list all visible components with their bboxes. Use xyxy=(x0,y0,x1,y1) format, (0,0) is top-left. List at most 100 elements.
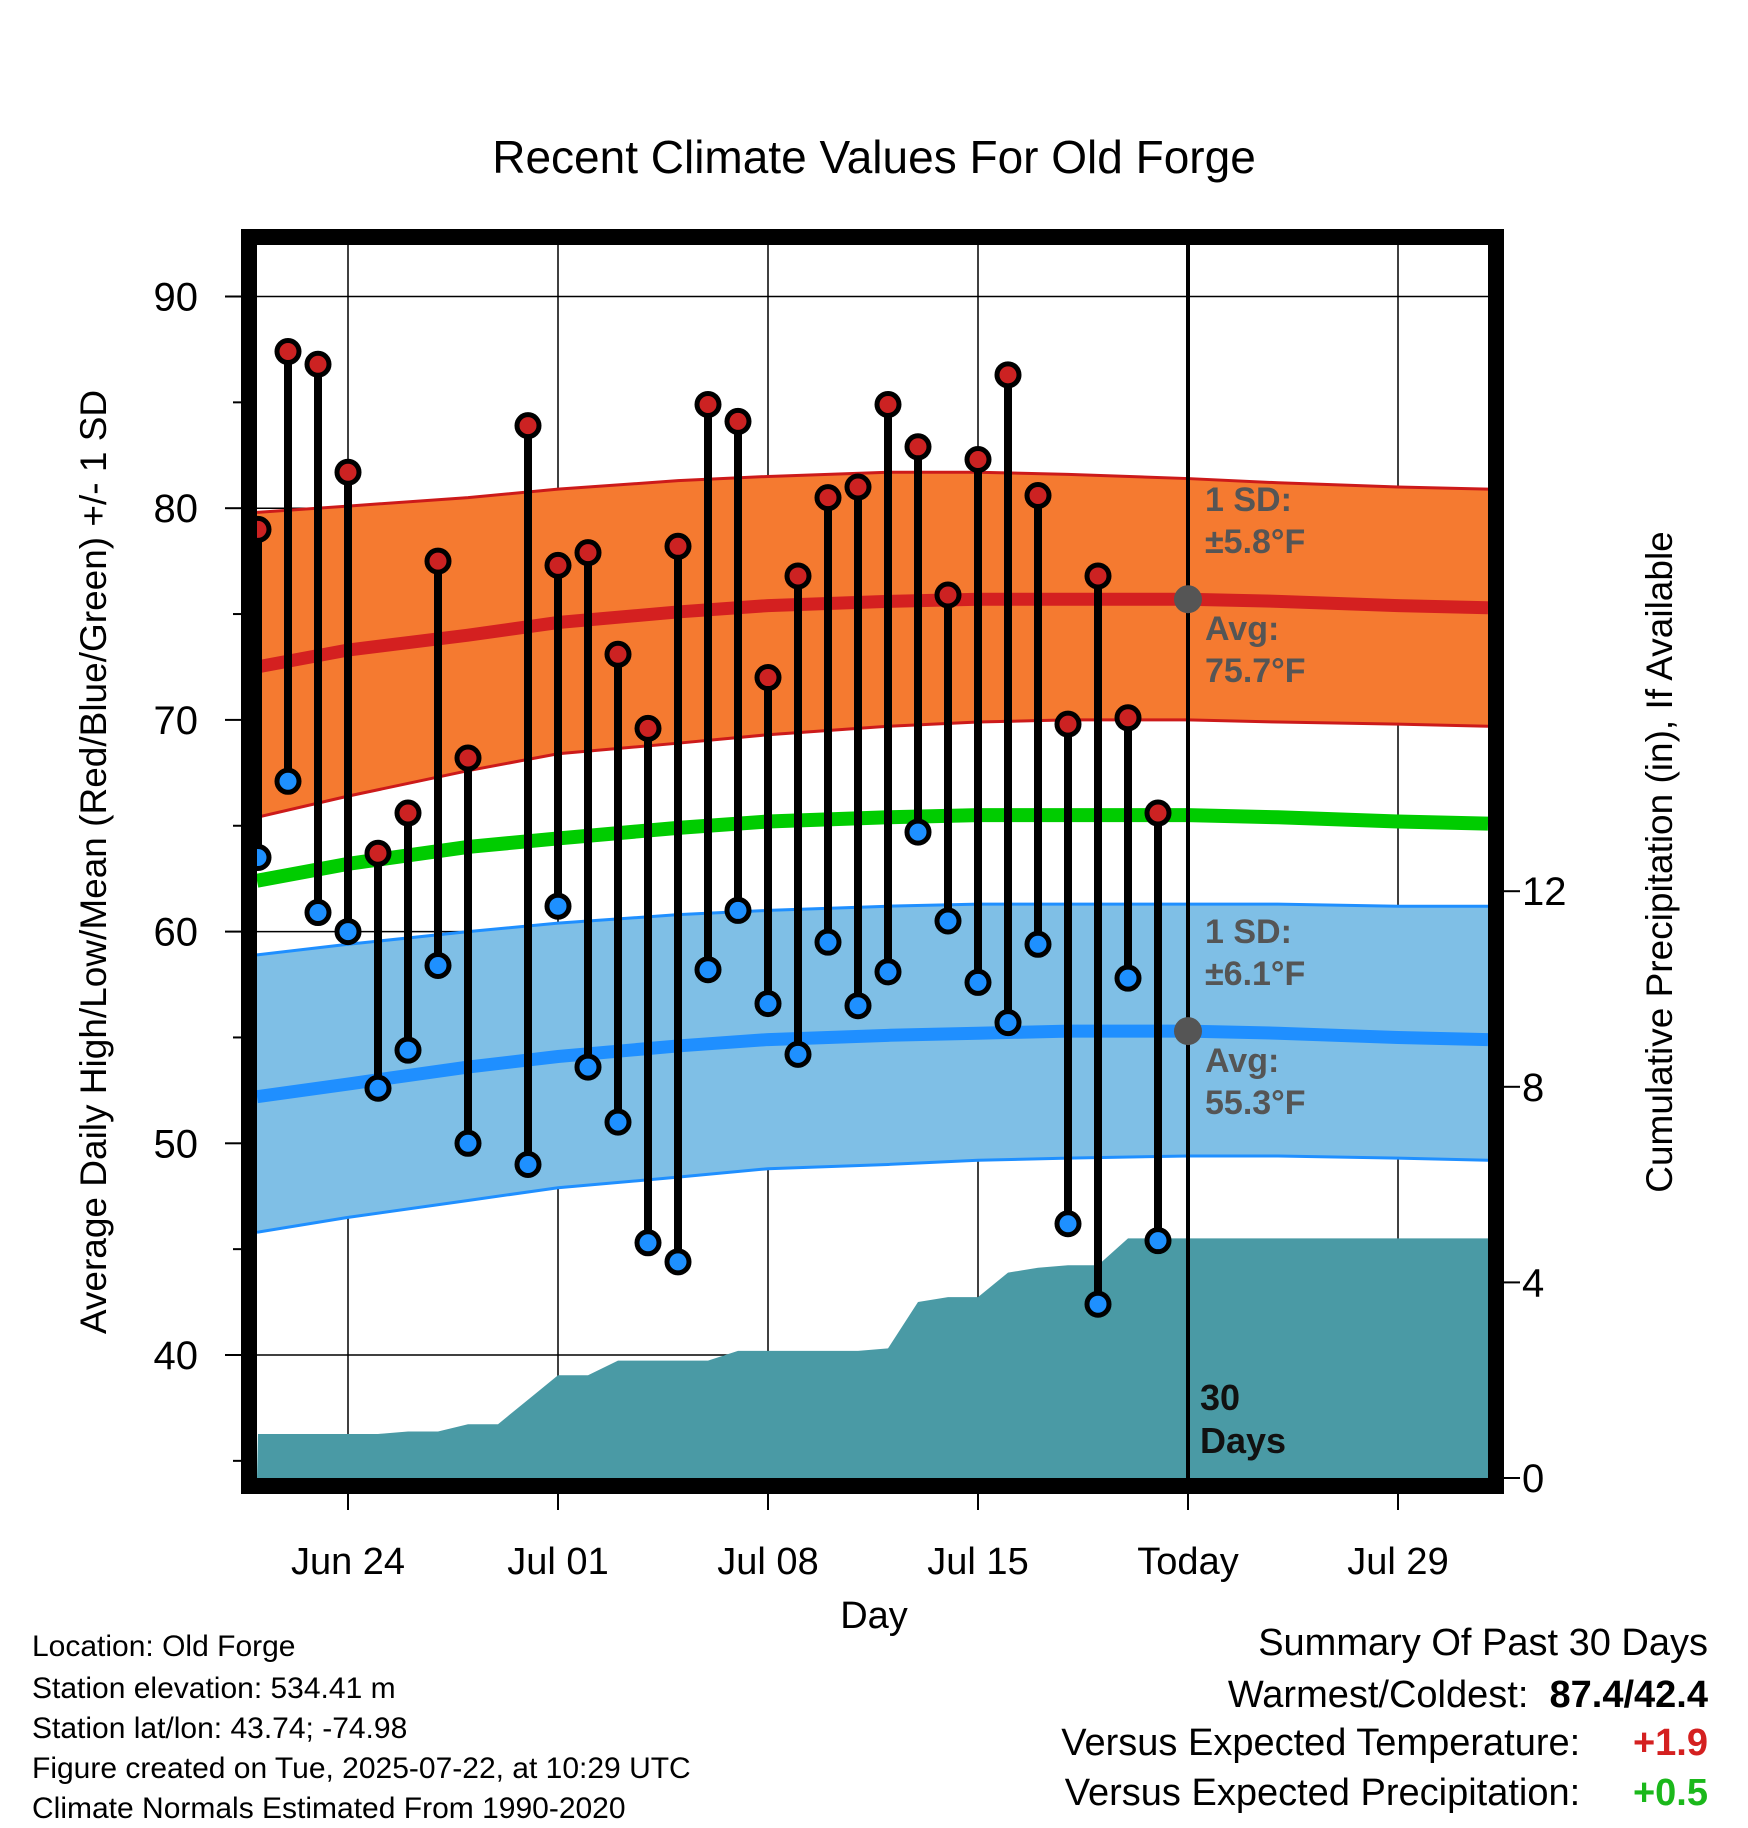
today-high-avg-dot xyxy=(1174,585,1202,614)
chart-title: Recent Climate Values For Old Forge xyxy=(492,131,1256,183)
daily-high-point xyxy=(304,350,332,378)
today-days-count: 30 xyxy=(1200,1377,1240,1418)
daily-low-point xyxy=(724,896,752,924)
daily-low-point xyxy=(664,1248,692,1276)
annotation-high-avg-value: 75.7°F xyxy=(1205,652,1306,690)
annotation-high-avg-label: Avg: xyxy=(1205,610,1279,648)
daily-high-point xyxy=(394,799,422,827)
daily-high-point xyxy=(604,640,632,668)
daily-low-point xyxy=(784,1040,812,1068)
daily-low-point xyxy=(334,918,362,946)
summary-precip: Versus Expected Precipitation: +0.5 xyxy=(1065,1772,1708,1815)
daily-high-point xyxy=(544,551,572,579)
daily-low-point xyxy=(1024,930,1052,958)
daily-low-point xyxy=(544,892,572,920)
summary-precip-value: +0.5 xyxy=(1632,1772,1708,1814)
daily-low-point xyxy=(844,992,872,1020)
y-tick-label: 70 xyxy=(154,699,199,743)
summary-warm-cold-label: Warmest/Coldest: xyxy=(1227,1674,1529,1716)
daily-high-point xyxy=(454,744,482,772)
daily-high-point xyxy=(274,338,302,366)
summary-warm-cold: Warmest/Coldest: 87.4/42.4 xyxy=(1228,1674,1708,1717)
daily-high-point xyxy=(814,484,842,512)
y2-axis-label: Cumulative Precipitation (in), If Availa… xyxy=(1639,531,1680,1193)
daily-high-point xyxy=(257,515,272,543)
daily-low-point xyxy=(694,956,722,984)
annotation-high-sd-label: 1 SD: xyxy=(1205,481,1292,519)
daily-high-point xyxy=(634,714,662,742)
daily-high-point xyxy=(724,407,752,435)
summary-title: Summary Of Past 30 Days xyxy=(1258,1622,1708,1664)
x-tick-label: Jul 29 xyxy=(1347,1541,1448,1583)
summary-temp-value: +1.9 xyxy=(1632,1722,1708,1764)
daily-low-point xyxy=(1114,964,1142,992)
daily-low-point xyxy=(964,968,992,996)
daily-low-point xyxy=(994,1009,1022,1037)
summary-precip-label: Versus Expected Precipitation: xyxy=(1064,1772,1581,1814)
daily-high-point xyxy=(664,532,692,560)
daily-low-point xyxy=(904,818,932,846)
daily-high-point xyxy=(694,390,722,418)
daily-low-point xyxy=(514,1150,542,1178)
daily-low-point xyxy=(1054,1210,1082,1238)
daily-high-point xyxy=(574,539,602,567)
daily-high-point xyxy=(1144,799,1172,827)
y-tick-label: 90 xyxy=(154,276,199,320)
daily-low-point xyxy=(814,928,842,956)
daily-high-point xyxy=(874,390,902,418)
annotation-high-sd-value: ±5.8°F xyxy=(1205,523,1305,561)
info-latlon: Station lat/lon: 43.74; -74.98 xyxy=(32,1712,408,1745)
today-low-avg-dot xyxy=(1174,1017,1202,1046)
today-days-label: Days xyxy=(1200,1420,1286,1461)
x-tick-label: Jul 01 xyxy=(507,1541,608,1583)
y-tick-label: 80 xyxy=(154,487,199,531)
daily-low-point xyxy=(257,844,272,872)
daily-high-point xyxy=(754,664,782,692)
daily-low-point xyxy=(1144,1227,1172,1255)
daily-high-point xyxy=(424,547,452,575)
daily-high-point xyxy=(844,473,872,501)
daily-high-point xyxy=(964,446,992,474)
daily-low-point xyxy=(394,1036,422,1064)
plot-frame xyxy=(241,229,1504,1494)
summary-warm-cold-value: 87.4/42.4 xyxy=(1549,1674,1708,1716)
annotation-low-avg-value: 55.3°F xyxy=(1205,1084,1306,1122)
daily-low-point xyxy=(634,1229,662,1257)
daily-high-point xyxy=(514,412,542,440)
daily-high-point xyxy=(904,433,932,461)
daily-low-point xyxy=(304,899,332,927)
daily-low-point xyxy=(754,990,782,1018)
x-tick-label: Today xyxy=(1137,1541,1238,1583)
info-created: Figure created on Tue, 2025-07-22, at 10… xyxy=(32,1752,691,1785)
daily-low-point xyxy=(1084,1290,1112,1318)
daily-high-point xyxy=(334,458,362,486)
daily-low-point xyxy=(274,767,302,795)
daily-low-point xyxy=(604,1108,632,1136)
daily-high-point xyxy=(1054,710,1082,738)
precip-area xyxy=(257,1238,1488,1478)
x-tick-label: Jul 08 xyxy=(717,1541,818,1583)
daily-low-point xyxy=(574,1053,602,1081)
daily-low-point xyxy=(364,1074,392,1102)
info-normals: Climate Normals Estimated From 1990-2020 xyxy=(32,1792,626,1825)
daily-high-point xyxy=(934,581,962,609)
summary-temp-label: Versus Expected Temperature: xyxy=(1061,1722,1581,1764)
y2-tick-label: 4 xyxy=(1522,1261,1544,1305)
info-elevation: Station elevation: 534.41 m xyxy=(32,1672,396,1705)
daily-high-point xyxy=(1114,704,1142,732)
x-axis-label: Day xyxy=(840,1595,908,1637)
y2-tick-label: 12 xyxy=(1522,870,1567,914)
annotation-low-sd-label: 1 SD: xyxy=(1205,913,1292,951)
y-tick-label: 50 xyxy=(154,1122,199,1166)
info-location: Location: Old Forge xyxy=(32,1630,296,1663)
y2-tick-label: 8 xyxy=(1522,1066,1544,1110)
daily-high-point xyxy=(784,562,812,590)
daily-low-point xyxy=(934,907,962,935)
x-tick-label: Jul 15 xyxy=(927,1541,1028,1583)
daily-high-point xyxy=(994,361,1022,389)
summary-temp: Versus Expected Temperature: +1.9 xyxy=(1061,1722,1708,1765)
y2-tick-label: 0 xyxy=(1522,1457,1544,1501)
y-tick-label: 60 xyxy=(154,911,199,955)
daily-high-point xyxy=(364,839,392,867)
x-tick-label: Jun 24 xyxy=(291,1541,405,1583)
